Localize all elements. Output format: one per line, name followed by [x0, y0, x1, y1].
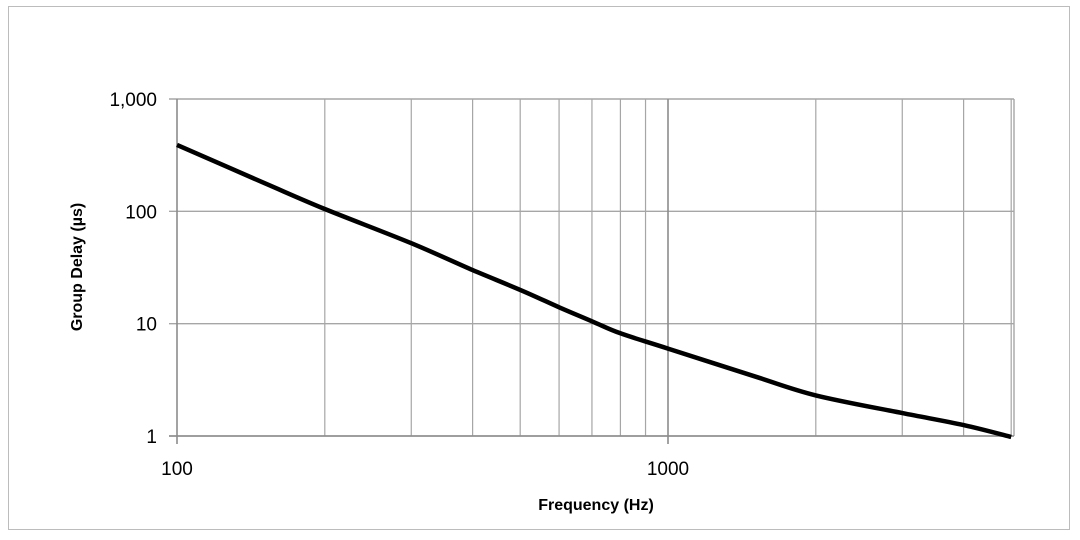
y-tick-labels: 1 10 100 1,000 — [109, 90, 157, 448]
x-tick-label: 1000 — [647, 459, 689, 480]
x-axis-label: Frequency (Hz) — [538, 497, 654, 514]
series-layer — [176, 142, 1012, 440]
grid — [169, 98, 1014, 444]
y-tick-label: 1,000 — [109, 90, 157, 111]
plot-area — [169, 99, 1015, 444]
x-tick-labels: 100 1000 — [161, 459, 689, 480]
y-axis-label: Group Delay (µs) — [69, 203, 86, 331]
chart-frame — [8, 6, 1070, 530]
group-delay-curve — [176, 142, 1012, 440]
y-tick-label: 10 — [136, 315, 157, 336]
y-tick-label: 1 — [146, 427, 157, 448]
y-tick-label: 100 — [125, 202, 157, 223]
x-tick-label: 100 — [161, 459, 193, 480]
